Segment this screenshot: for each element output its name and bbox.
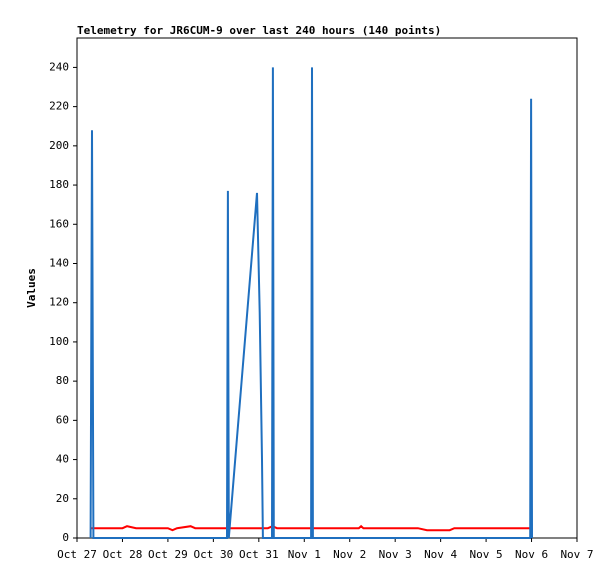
x-tick-label: Nov 7 xyxy=(560,548,593,561)
y-tick-label: 180 xyxy=(49,178,69,191)
y-tick-label: 40 xyxy=(56,453,69,466)
x-tick-label: Oct 31 xyxy=(239,548,279,561)
x-tick-label: Oct 29 xyxy=(148,548,188,561)
series-line xyxy=(90,524,532,532)
series-line xyxy=(89,67,533,539)
x-tick-label: Nov 5 xyxy=(470,548,503,561)
x-tick-label: Oct 30 xyxy=(193,548,233,561)
plot-frame xyxy=(76,37,578,539)
y-tick-label: 140 xyxy=(49,256,69,269)
y-tick-label: 20 xyxy=(56,492,69,505)
y-tick-label: 160 xyxy=(49,217,69,230)
y-tick-label: 120 xyxy=(49,296,69,309)
x-tick-label: Oct 28 xyxy=(103,548,143,561)
x-tick-label: Nov 2 xyxy=(333,548,366,561)
chart-title: Telemetry for JR6CUM-9 over last 240 hou… xyxy=(77,24,441,37)
y-tick-label: 240 xyxy=(49,60,69,73)
x-tick-label: Oct 27 xyxy=(57,548,97,561)
y-tick-label: 80 xyxy=(56,374,69,387)
y-tick-label: 200 xyxy=(49,139,69,152)
x-tick-label: Nov 1 xyxy=(288,548,321,561)
y-tick-label: 60 xyxy=(56,413,69,426)
y-tick-label: 100 xyxy=(49,335,69,348)
x-tick-label: Nov 3 xyxy=(379,548,412,561)
x-tick-label: Nov 6 xyxy=(515,548,548,561)
x-tick-label: Nov 4 xyxy=(424,548,457,561)
y-tick-label: 0 xyxy=(62,531,69,544)
y-axis-label: Values xyxy=(25,268,38,308)
y-tick-label: 220 xyxy=(49,100,69,113)
